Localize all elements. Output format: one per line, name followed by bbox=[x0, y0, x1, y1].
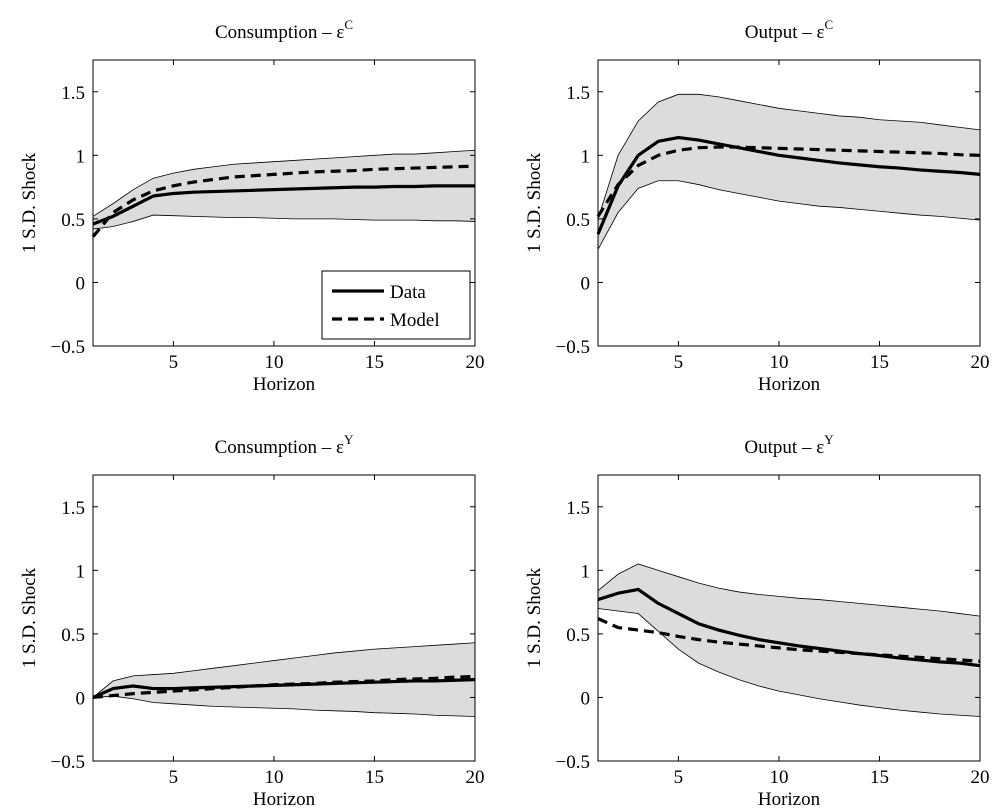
y-tick-label: −0.5 bbox=[51, 752, 85, 773]
legend-box bbox=[321, 270, 471, 340]
y-tick-label: 0 bbox=[581, 688, 591, 709]
series-line-data bbox=[596, 135, 981, 235]
chart-title: Output – εC bbox=[745, 17, 833, 43]
band-upper-edge bbox=[597, 93, 981, 220]
chart-title-superscript: C bbox=[825, 17, 834, 32]
x-tick-label: 20 bbox=[971, 767, 990, 788]
band-upper-edge bbox=[92, 149, 476, 217]
y-axis-label: 1 S.D. Shock bbox=[19, 152, 40, 253]
x-tick-label: 15 bbox=[365, 767, 384, 788]
x-tick-label: 20 bbox=[466, 352, 485, 373]
confidence-band bbox=[598, 94, 980, 250]
series-line-model bbox=[91, 164, 476, 238]
plot-frame bbox=[92, 59, 476, 347]
y-axis-label: 1 S.D. Shock bbox=[19, 567, 40, 668]
chart-title: Consumption – εC bbox=[215, 17, 353, 43]
x-tick-label: 5 bbox=[169, 767, 179, 788]
y-tick-label: 1.5 bbox=[61, 498, 85, 519]
series-line-model bbox=[597, 617, 981, 663]
y-tick-label: 1 bbox=[76, 146, 86, 167]
y-tick-label: 1 bbox=[581, 561, 591, 582]
chart-title-superscript: C bbox=[344, 17, 353, 32]
plot-area bbox=[92, 474, 476, 762]
x-tick-label: 15 bbox=[870, 767, 889, 788]
chart-title: Output – εY bbox=[744, 432, 834, 458]
legend-label-model: Model bbox=[390, 310, 440, 331]
y-tick-label: 0 bbox=[76, 688, 86, 709]
y-tick-label: −0.5 bbox=[556, 337, 590, 358]
x-axis-label: Horizon bbox=[758, 789, 821, 809]
x-axis-label: Horizon bbox=[253, 374, 316, 395]
y-tick-label: 1.5 bbox=[566, 83, 590, 104]
x-tick-label: 10 bbox=[264, 352, 283, 373]
y-tick-label: 0 bbox=[581, 273, 591, 294]
x-tick-label: 20 bbox=[466, 767, 485, 788]
x-tick-label: 10 bbox=[769, 767, 788, 788]
legend-label-data: Data bbox=[390, 282, 426, 303]
series-line-data bbox=[92, 678, 476, 699]
chart-title-superscript: Y bbox=[824, 432, 834, 447]
plot-frame bbox=[597, 59, 981, 347]
x-tick-label: 10 bbox=[769, 352, 788, 373]
y-tick-label: 1 bbox=[581, 146, 591, 167]
x-tick-label: 5 bbox=[169, 352, 179, 373]
plot-frame bbox=[92, 474, 476, 762]
chart-title-superscript: Y bbox=[344, 432, 354, 447]
series-line-data bbox=[597, 587, 981, 668]
band-upper-edge bbox=[597, 563, 981, 617]
plot-frame bbox=[597, 474, 981, 762]
y-tick-label: 0.5 bbox=[566, 210, 590, 231]
band-lower-edge bbox=[597, 180, 981, 250]
x-tick-label: 20 bbox=[971, 352, 990, 373]
band-upper-edge bbox=[92, 642, 476, 698]
x-tick-label: 5 bbox=[674, 352, 684, 373]
y-tick-label: 1.5 bbox=[61, 83, 85, 104]
chart-panel-2: 5 10 15 20 −0.5 0 0.5 1 1.5 Horizon 1 S.D. Shock Ou… bbox=[524, 17, 990, 395]
chart-panel-4: 5 10 15 20 −0.5 0 0.5 1 1.5 Horizon 1 S.D. Shock Ou… bbox=[524, 432, 990, 809]
x-tick-label: 15 bbox=[365, 352, 384, 373]
y-tick-label: −0.5 bbox=[556, 752, 590, 773]
confidence-band bbox=[93, 642, 475, 717]
x-axis-label: Horizon bbox=[758, 374, 821, 395]
y-tick-label: 0.5 bbox=[61, 210, 85, 231]
y-tick-label: 0 bbox=[76, 273, 86, 294]
y-tick-label: −0.5 bbox=[51, 337, 85, 358]
x-tick-label: 10 bbox=[264, 767, 283, 788]
y-tick-label: 1.5 bbox=[566, 498, 590, 519]
y-tick-label: 0.5 bbox=[61, 625, 85, 646]
series-line-data bbox=[92, 184, 475, 226]
legend: Data Model bbox=[321, 270, 471, 340]
chart-panel-1: 5 10 15 20 −0.5 0 0.5 1 1.5 Horizon 1 S.D. Shock Co… bbox=[19, 17, 485, 395]
x-axis-label: Horizon bbox=[253, 789, 316, 809]
y-axis-label: 1 S.D. Shock bbox=[524, 152, 545, 253]
chart-title: Consumption – εY bbox=[215, 432, 354, 458]
chart-panel-3: 5 10 15 20 −0.5 0 0.5 1 1.5 Horizon 1 S.D. Shock Co… bbox=[19, 432, 485, 809]
band-lower-edge bbox=[92, 695, 476, 717]
y-tick-label: 0.5 bbox=[566, 625, 590, 646]
x-tick-label: 15 bbox=[870, 352, 889, 373]
y-tick-label: 1 bbox=[76, 561, 86, 582]
confidence-band bbox=[598, 563, 980, 717]
x-tick-label: 5 bbox=[674, 767, 684, 788]
y-axis-label: 1 S.D. Shock bbox=[524, 567, 545, 668]
band-lower-edge bbox=[92, 214, 476, 230]
